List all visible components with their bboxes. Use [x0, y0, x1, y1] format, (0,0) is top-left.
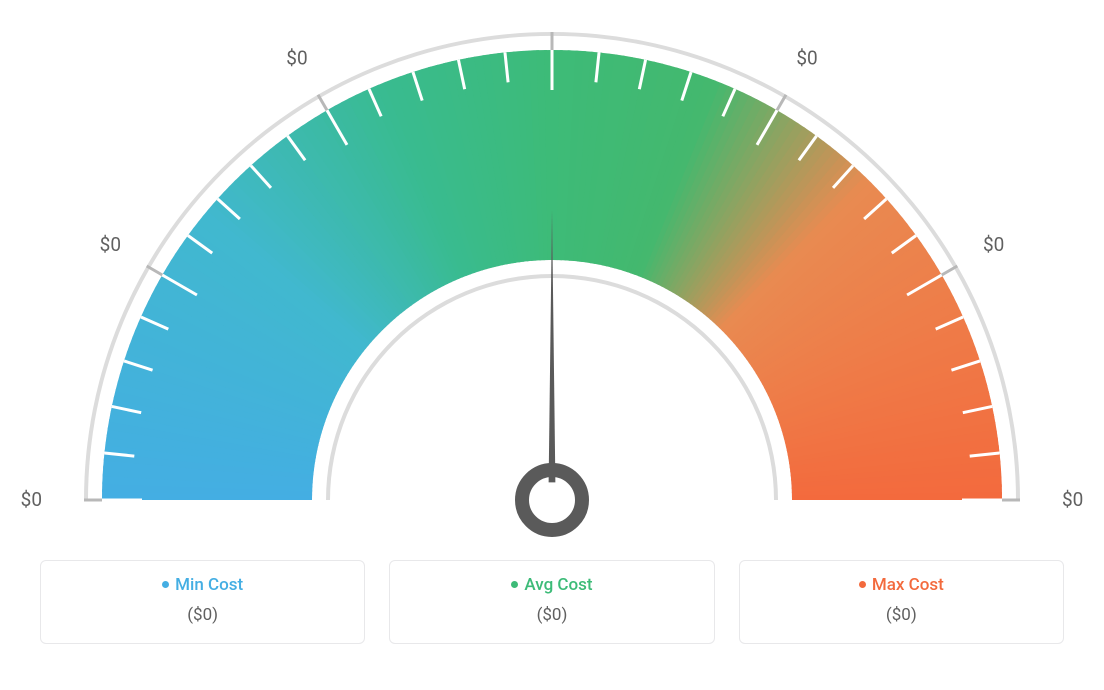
- svg-text:$0: $0: [21, 488, 42, 511]
- svg-text:$0: $0: [286, 46, 307, 69]
- legend-card-avg: Avg Cost ($0): [389, 560, 714, 644]
- legend-label-avg-text: Avg Cost: [524, 575, 592, 595]
- legend-label-min: Min Cost: [51, 575, 354, 595]
- gauge-chart: $0 $0 $0 $0 $0 $0 $0: [0, 0, 1104, 560]
- cost-gauge-widget: $0 $0 $0 $0 $0 $0 $0 Min Cost ($0) Avg Cost ($…: [0, 0, 1104, 690]
- gauge-area: $0 $0 $0 $0 $0 $0 $0: [0, 0, 1104, 560]
- legend-label-max: Max Cost: [750, 575, 1053, 595]
- legend-row: Min Cost ($0) Avg Cost ($0) Max Cost ($0…: [0, 560, 1104, 644]
- legend-label-avg: Avg Cost: [400, 575, 703, 595]
- legend-label-max-text: Max Cost: [872, 575, 944, 595]
- svg-text:$0: $0: [541, 0, 562, 1]
- svg-text:$0: $0: [1062, 488, 1083, 511]
- svg-text:$0: $0: [796, 46, 817, 69]
- legend-dot-max: [859, 581, 866, 588]
- legend-card-min: Min Cost ($0): [40, 560, 365, 644]
- svg-text:$0: $0: [100, 233, 121, 256]
- legend-value-max: ($0): [750, 605, 1053, 625]
- legend-value-avg: ($0): [400, 605, 703, 625]
- legend-value-min: ($0): [51, 605, 354, 625]
- legend-dot-avg: [511, 581, 518, 588]
- legend-label-min-text: Min Cost: [175, 575, 243, 595]
- legend-dot-min: [162, 581, 169, 588]
- legend-card-max: Max Cost ($0): [739, 560, 1064, 644]
- svg-text:$0: $0: [983, 233, 1004, 256]
